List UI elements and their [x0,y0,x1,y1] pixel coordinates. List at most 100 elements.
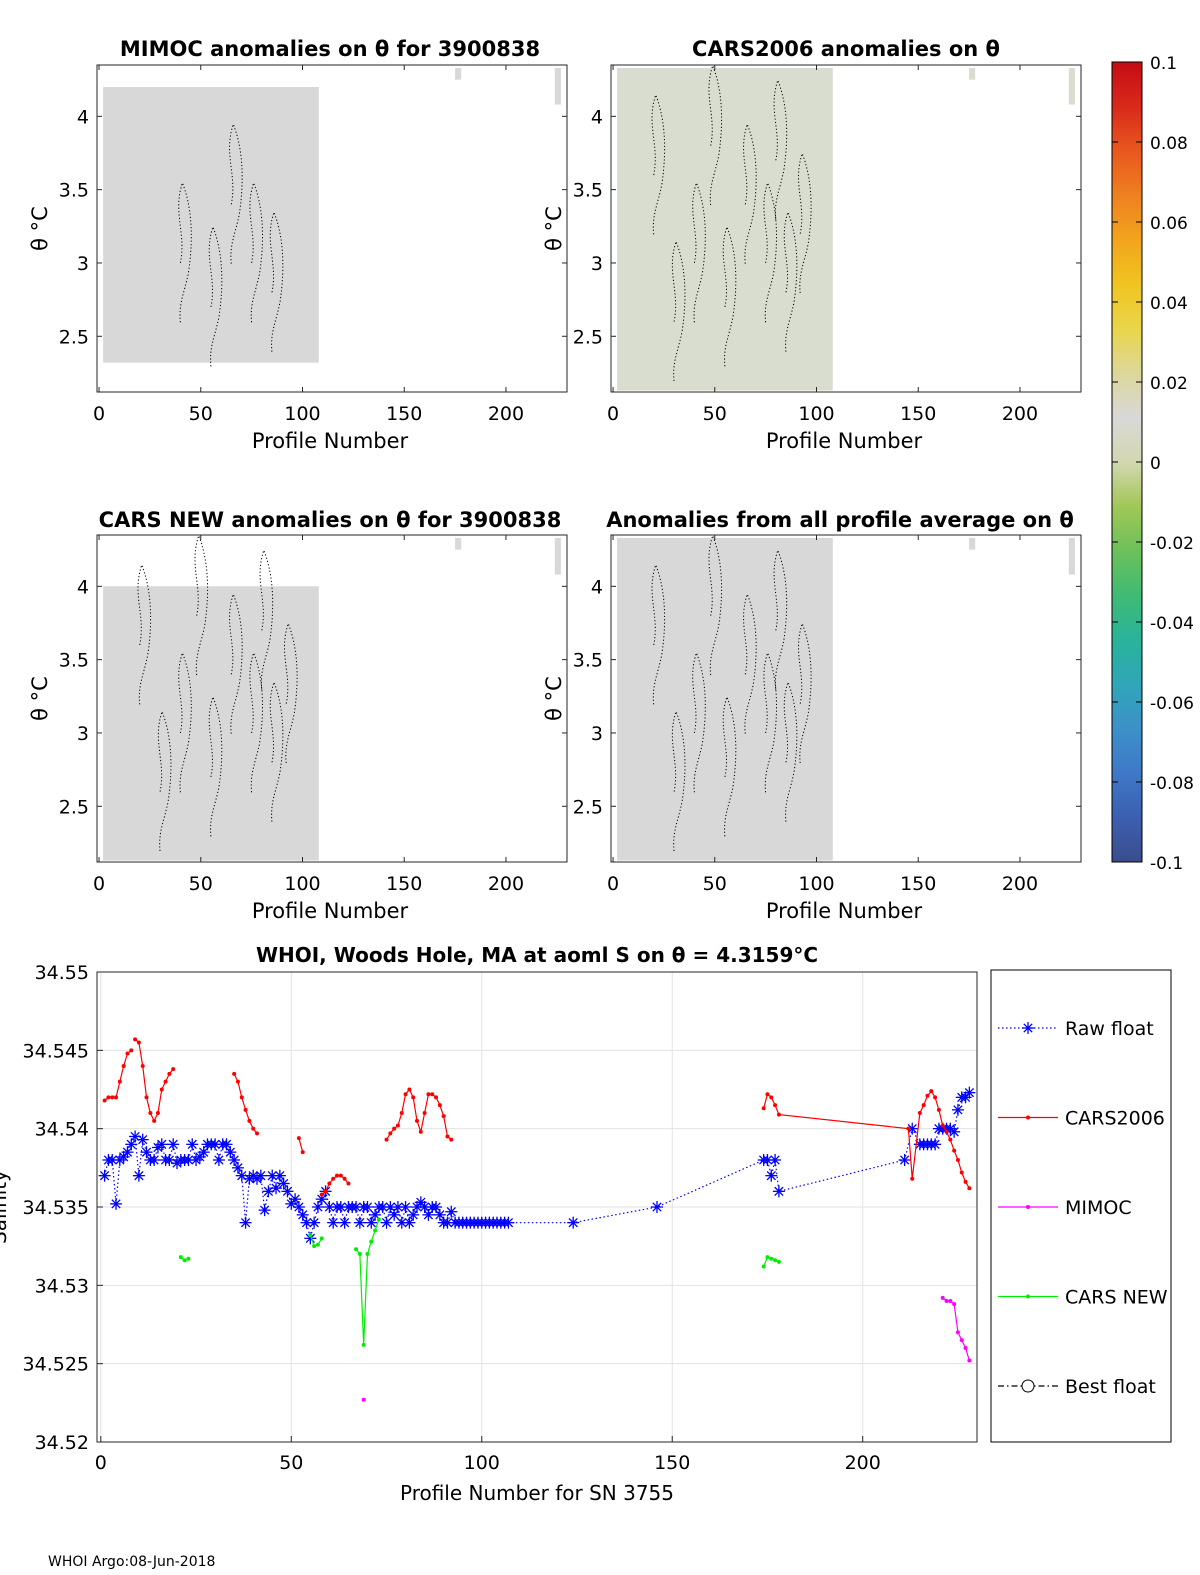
data-point-raw-float [502,1216,515,1229]
data-point-cars2006 [395,1123,400,1128]
data-point-cars2006 [159,1087,164,1092]
data-point-raw-float [898,1154,911,1166]
data-point-cars2006 [133,1037,138,1042]
legend-item-best-float: Best float [998,1376,1156,1398]
data-point-raw-float [228,1154,241,1166]
data-point-raw-float [445,1205,458,1218]
data-point-raw-float [136,1133,149,1146]
data-point-cars2006 [125,1051,130,1056]
anomaly-cell [1068,67,1075,105]
contour-lines [651,64,812,382]
colorbar-tick-label: -0.08 [1150,774,1194,794]
data-point-cars2006 [761,1106,766,1111]
data-point-cars-new [765,1255,770,1260]
data-point-cars-new [178,1255,183,1260]
x-tick-label: 0 [607,873,619,895]
colorbar-tick-label: -0.02 [1150,534,1194,554]
x-tick-label: 100 [798,873,834,895]
data-point-cars2006 [418,1129,423,1134]
data-point-cars-new [773,1258,778,1263]
data-point-cars2006 [247,1118,252,1123]
data-point-cars2006 [411,1095,416,1100]
data-point-raw-float [308,1216,321,1229]
data-point-cars2006 [441,1114,446,1119]
contour-line [269,210,284,353]
contour-line [157,710,172,852]
data-point-raw-float [197,1146,210,1159]
data-point-cars2006 [152,1118,157,1123]
colorbar-tick-label: -0.1 [1150,854,1183,874]
data-point-raw-float [304,1232,317,1245]
anomaly-panel-y-label: θ °C [542,676,566,721]
anomaly-cell [554,537,561,575]
y-tick-label: 3 [77,723,89,745]
data-point-raw-float [167,1138,180,1151]
data-point-raw-float [98,1169,111,1182]
contour-line [137,563,152,706]
data-point-cars-new [361,1342,366,1347]
legend: Raw float CARS2006 MIMOC CARS NEW Best float [990,969,1172,1443]
y-tick-label: 3.5 [59,650,89,672]
data-point-cars-new [365,1252,370,1256]
data-point-cars2006 [106,1095,111,1100]
x-tick-label: 0 [93,873,105,895]
x-tick-label: 0 [95,1452,107,1474]
anomaly-field [103,586,319,861]
data-point-cars2006 [243,1107,248,1112]
data-point-cars-new [186,1256,191,1261]
data-point-cars2006 [944,1129,949,1134]
data-point-cars-new [312,1244,317,1249]
data-point-cars2006 [403,1092,408,1097]
data-point-raw-float [212,1154,225,1166]
contour-line [249,181,263,324]
colorbar: 0.1 0.08 0.06 0.04 0.02 0 -0.02 -0.04 -0.06 -0.08… [1111,54,1194,874]
data-point-cars2006 [114,1095,119,1100]
data-point-cars-new [776,1259,781,1264]
y-tick-label: 34.53 [35,1275,89,1297]
data-point-cars2006 [910,1176,915,1181]
data-point-raw-float [395,1216,408,1229]
data-point-raw-float [380,1216,393,1229]
contour-lines [178,122,284,368]
data-point-raw-float [951,1103,964,1116]
x-tick-label: 150 [386,403,422,425]
salinity-chart-title: WHOI, Woods Hole, MA at aoml S on θ = 4.… [256,943,818,967]
data-point-cars2006 [422,1111,427,1115]
data-point-cars2006 [167,1071,172,1076]
data-point-raw-float [388,1208,401,1221]
contour-line [773,78,788,221]
legend-label: MIMOC [1065,1197,1132,1219]
data-point-cars-new [376,1217,381,1222]
data-point-cars2006 [129,1048,134,1053]
data-point-cars2006 [331,1176,336,1181]
data-point-cars2006 [136,1040,141,1045]
data-point-raw-float [929,1138,942,1151]
data-point-raw-float [765,1169,778,1182]
salinity-y-label: Salinity [0,1170,11,1244]
legend-label: CARS NEW [1065,1287,1168,1309]
data-point-raw-float [441,1216,454,1229]
legend-marker [1022,1022,1034,1034]
contour-line [708,534,723,676]
data-point-raw-float [277,1177,290,1190]
y-tick-label: 3.5 [573,650,603,672]
anomaly-panel-2: 0 50 100 150 200 4 3.5 3 2.5 CARS2006 anomalies o… [542,37,1082,453]
x-tick-label: 50 [189,403,213,425]
legend-item-cars2006: CARS2006 [998,1108,1165,1130]
anomaly-cell [455,537,462,550]
data-point-raw-float [270,1182,283,1195]
data-point-mimoc [361,1397,366,1402]
data-point-cars2006 [342,1176,347,1181]
legend-marker [1026,1115,1030,1120]
legend-label: Raw float [1065,1018,1154,1040]
x-tick-label: 50 [279,1452,303,1474]
legend-marker [1021,1379,1035,1393]
data-point-cars-new [308,1233,313,1238]
contour-line [194,534,209,676]
data-point-raw-float [125,1138,138,1151]
salinity-chart: WHOI, Woods Hole, MA at aoml S on θ = 4.… [0,943,978,1505]
y-tick-label: 4 [77,106,89,128]
x-tick-label: 0 [607,403,619,425]
data-point-raw-float [651,1201,663,1213]
data-point-cars2006 [955,1158,960,1162]
